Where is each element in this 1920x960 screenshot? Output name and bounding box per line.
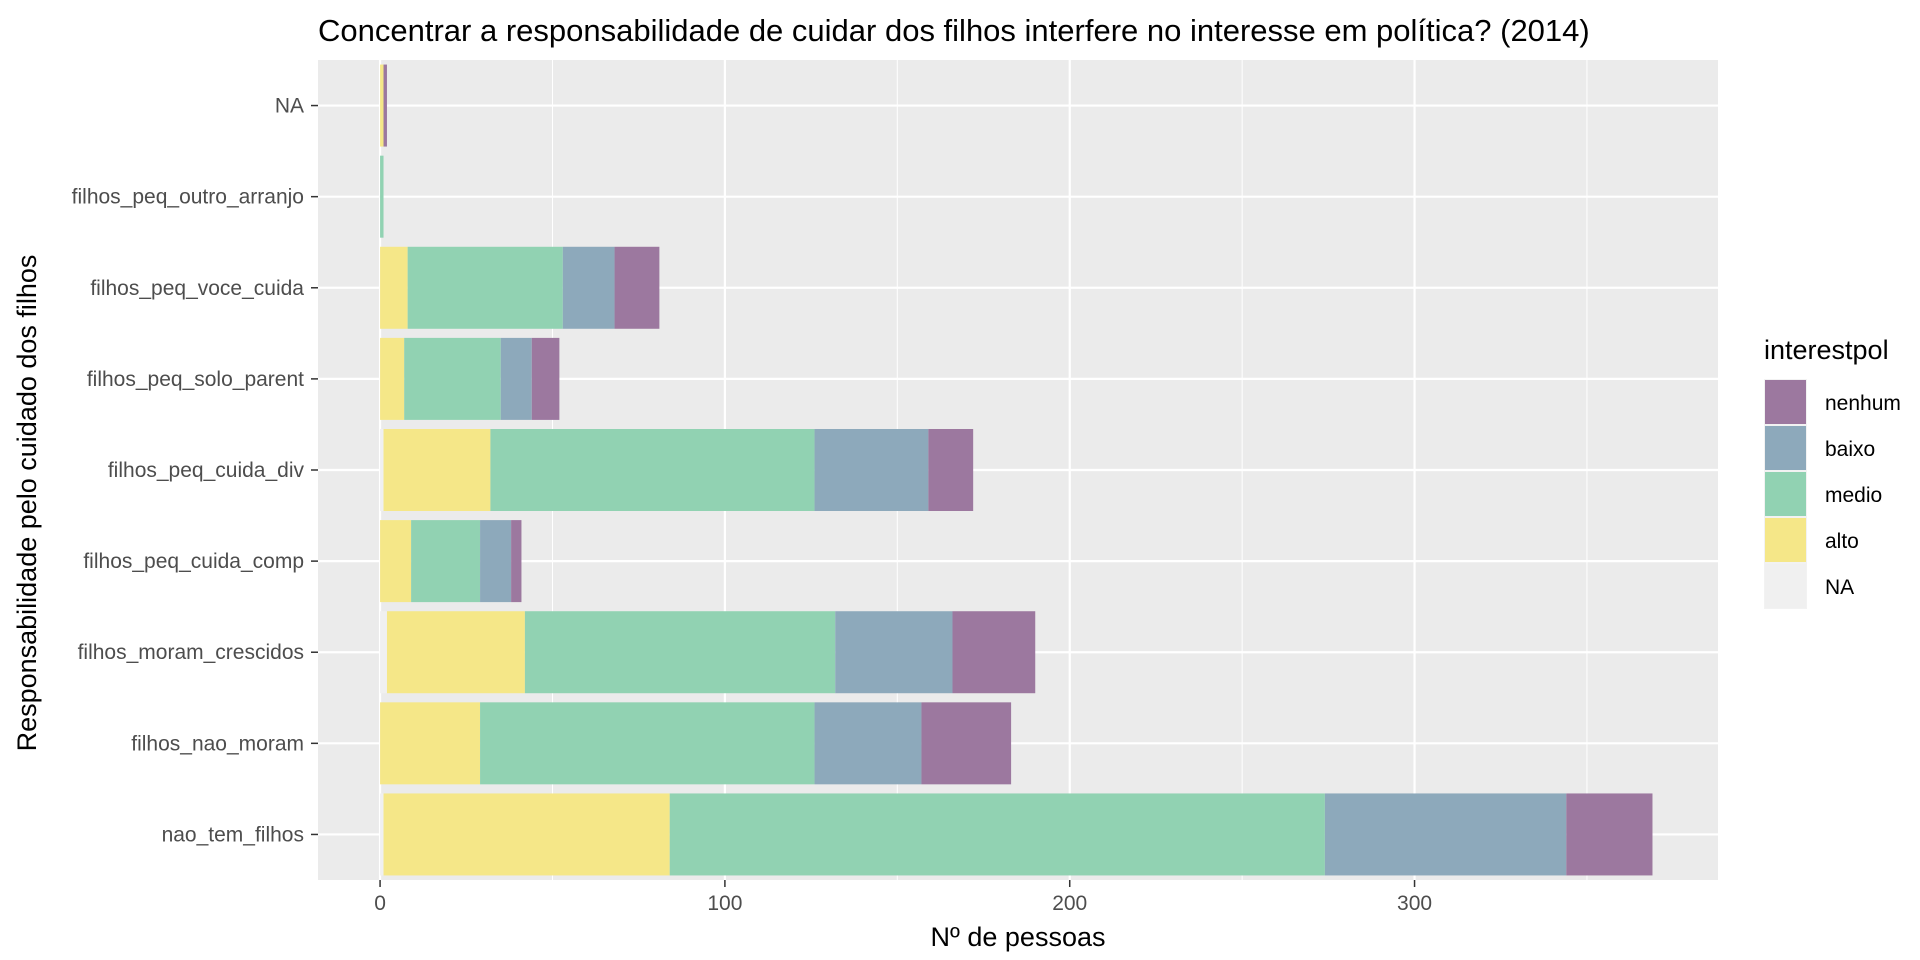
bar-medio-filhos-moram-crescidos bbox=[524, 611, 836, 694]
bar-baixo-filhos-peq-cuida-div bbox=[814, 429, 929, 511]
legend-key-baixo bbox=[1765, 426, 1806, 470]
legend-label-alto: alto bbox=[1825, 530, 1859, 553]
bar-baixo-filhos-peq-solo-parent bbox=[500, 337, 532, 420]
bar-nenhum-filhos-peq-solo-parent bbox=[531, 337, 560, 420]
legend-title: interestpol bbox=[1764, 335, 1889, 365]
legend-label-nenhum: nenhum bbox=[1825, 392, 1901, 415]
bar-alto-filhos-peq-solo-parent bbox=[380, 337, 405, 420]
bar-nenhum-na bbox=[383, 64, 387, 147]
bar-baixo-filhos-peq-cuida-comp bbox=[480, 520, 512, 603]
bar-nenhum-nao-tem-filhos bbox=[1566, 793, 1653, 876]
chart-title: Concentrar a responsabilidade de cuidar … bbox=[318, 13, 1590, 48]
y-tick-label: filhos_peq_cuida_div bbox=[108, 459, 305, 482]
x-tick-label: 200 bbox=[1052, 892, 1087, 915]
y-tick-label: filhos_moram_crescidos bbox=[78, 641, 304, 664]
bar-baixo-nao-tem-filhos bbox=[1324, 793, 1567, 876]
bar-medio-filhos-peq-voce-cuida bbox=[407, 246, 563, 329]
bar-alto-filhos-peq-voce-cuida bbox=[380, 246, 408, 329]
bar-medio-filhos-peq-cuida-comp bbox=[411, 520, 481, 603]
bar-baixo-filhos-peq-voce-cuida bbox=[562, 246, 615, 329]
bar-medio-filhos-peq-cuida-div bbox=[490, 429, 815, 511]
bar-nenhum-filhos-moram-crescidos bbox=[952, 611, 1036, 694]
x-axis-title: Nº de pessoas bbox=[931, 922, 1106, 952]
legend-key-na bbox=[1765, 564, 1806, 608]
bar-alto-nao-tem-filhos bbox=[383, 793, 670, 876]
bar-alto-filhos-peq-cuida-div bbox=[383, 429, 491, 511]
bar-alto-filhos-moram-crescidos bbox=[386, 611, 525, 694]
bar-nenhum-filhos-nao-moram bbox=[921, 702, 1012, 785]
y-tick-label: NA bbox=[275, 95, 304, 118]
bar-medio-filhos-nao-moram bbox=[480, 702, 815, 785]
y-axis: NA filhos_peq_outro_arranjo filhos_peq_voc… bbox=[72, 95, 318, 846]
bar-baixo-filhos-nao-moram bbox=[814, 702, 922, 785]
legend-key-alto bbox=[1765, 518, 1806, 562]
bar-nenhum-filhos-peq-cuida-comp bbox=[511, 520, 522, 603]
y-axis-title: Responsabilidade pelo cuidado dos filhos bbox=[12, 255, 42, 752]
y-tick-label: filhos_peq_cuida_comp bbox=[83, 550, 304, 573]
bar-baixo-filhos-moram-crescidos bbox=[835, 611, 953, 694]
legend-label-medio: medio bbox=[1825, 484, 1882, 507]
y-tick-label: filhos_peq_outro_arranjo bbox=[72, 186, 304, 209]
bar-medio-filhos-peq-solo-parent bbox=[404, 337, 501, 420]
x-axis: 0 100 200 300 bbox=[374, 880, 1432, 915]
y-tick-label: nao_tem_filhos bbox=[162, 823, 304, 846]
legend-key-medio bbox=[1765, 472, 1806, 516]
bar-na-nao-tem-filhos bbox=[380, 793, 384, 876]
bar-nenhum-filhos-peq-voce-cuida bbox=[614, 246, 660, 329]
legend-label-na: NA bbox=[1825, 576, 1854, 599]
bar-medio-nao-tem-filhos bbox=[669, 793, 1325, 876]
bar-alto-filhos-peq-cuida-comp bbox=[380, 520, 412, 603]
legend-key-nenhum bbox=[1765, 380, 1806, 424]
bar-na-filhos-peq-cuida-div bbox=[380, 429, 384, 511]
y-tick-label: filhos_peq_voce_cuida bbox=[90, 277, 304, 300]
plot-area bbox=[318, 60, 1718, 880]
x-tick-label: 0 bbox=[374, 892, 386, 915]
y-tick-label: filhos_peq_solo_parent bbox=[87, 368, 304, 391]
x-tick-label: 100 bbox=[707, 892, 742, 915]
y-tick-label: filhos_nao_moram bbox=[131, 732, 304, 755]
legend-label-baixo: baixo bbox=[1825, 438, 1875, 461]
bar-alto-na bbox=[380, 64, 384, 147]
bar-nenhum-filhos-peq-cuida-div bbox=[928, 429, 974, 511]
bar-medio-filhos-peq-outro-arranjo bbox=[380, 155, 384, 238]
bar-na-filhos-moram-crescidos bbox=[380, 611, 387, 694]
x-tick-label: 300 bbox=[1397, 892, 1432, 915]
legend: interestpol nenhum baixo medio alto NA bbox=[1764, 335, 1901, 609]
bar-alto-filhos-nao-moram bbox=[380, 702, 481, 785]
